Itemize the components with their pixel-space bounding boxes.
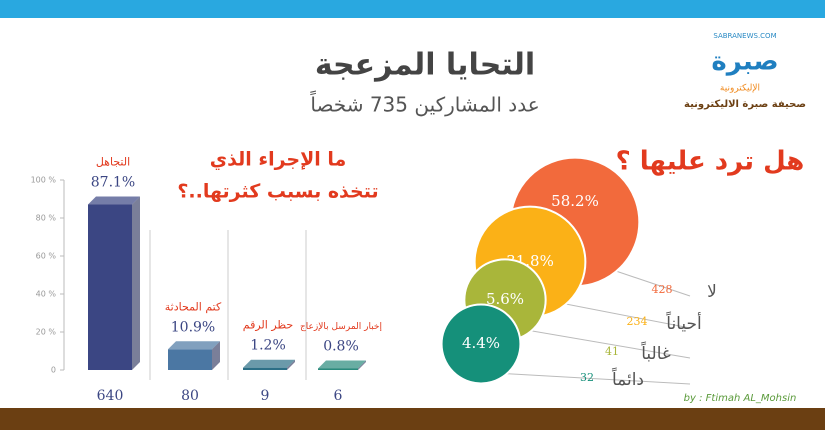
subtitle: عدد المشاركين 735 شخصاً — [310, 90, 540, 116]
value-label: 0.8% — [323, 338, 359, 354]
leader-line — [504, 373, 691, 385]
category-label: غالباً — [640, 340, 671, 364]
leader-line — [529, 329, 691, 359]
bar — [318, 368, 358, 370]
top-bar — [0, 0, 825, 18]
count-label: 41 — [605, 345, 619, 358]
y-tick-label: 100 % — [31, 176, 57, 185]
chart-title: ما الإجراء الذي — [210, 149, 347, 172]
bar — [243, 367, 287, 370]
value-label: 1.2% — [250, 338, 286, 354]
bar-top — [168, 341, 220, 350]
bubble — [440, 303, 522, 385]
y-tick-label: 80 % — [36, 214, 57, 223]
title: التحايا المزعجة — [315, 48, 535, 83]
category-label: لا — [707, 282, 717, 302]
leader-line — [563, 303, 691, 329]
count-label: 428 — [652, 283, 673, 296]
count-label: 640 — [97, 388, 124, 404]
y-tick-label: 40 % — [36, 290, 57, 299]
bar-top — [243, 359, 295, 368]
bar-side — [212, 341, 220, 370]
count-label: 32 — [580, 371, 594, 384]
bar-side — [287, 359, 295, 370]
category-label: إخبار المرسل بالإزعاج — [300, 322, 382, 332]
bar-top — [88, 196, 140, 205]
chart-title: هل ترد عليها ؟ — [616, 147, 805, 177]
count-label: 9 — [261, 388, 270, 404]
credit: by : Ftimah AL_Mohsin — [684, 393, 797, 404]
count-label: 234 — [627, 315, 648, 328]
y-tick-label: 0 — [51, 366, 56, 375]
logo-site: SABRANEWS.COM — [713, 32, 776, 40]
logo-tag: الإليكترونية — [720, 84, 760, 94]
logo-name: صبرة — [711, 47, 778, 77]
bar-top — [318, 360, 366, 369]
bar — [168, 349, 212, 370]
count-label: 80 — [181, 388, 199, 404]
value-label: 87.1% — [91, 175, 135, 191]
y-tick-label: 20 % — [36, 328, 57, 337]
count-label: 6 — [334, 388, 343, 404]
chart-title: تتخذه بسبب كثرتها..؟ — [177, 181, 378, 203]
value-label: 5.6% — [486, 290, 524, 308]
category-label: التجاهل — [96, 156, 130, 169]
y-tick-label: 60 % — [36, 252, 57, 261]
bar-side — [358, 360, 366, 370]
category-label: دائماً — [611, 366, 644, 390]
category-label: كتم المحادثة — [165, 300, 222, 313]
value-label: 4.4% — [462, 334, 500, 352]
category-label: حظر الرقم — [243, 319, 293, 332]
bar — [88, 204, 132, 370]
logo-caption: صحيفة صبرة الاليكترونية — [684, 99, 806, 110]
bar-side — [132, 196, 140, 370]
category-label: أحياناً — [665, 310, 701, 334]
value-label: 10.9% — [171, 319, 215, 335]
bottom-bar — [0, 408, 825, 430]
value-label: 58.2% — [551, 192, 599, 210]
leader-line — [613, 269, 691, 297]
